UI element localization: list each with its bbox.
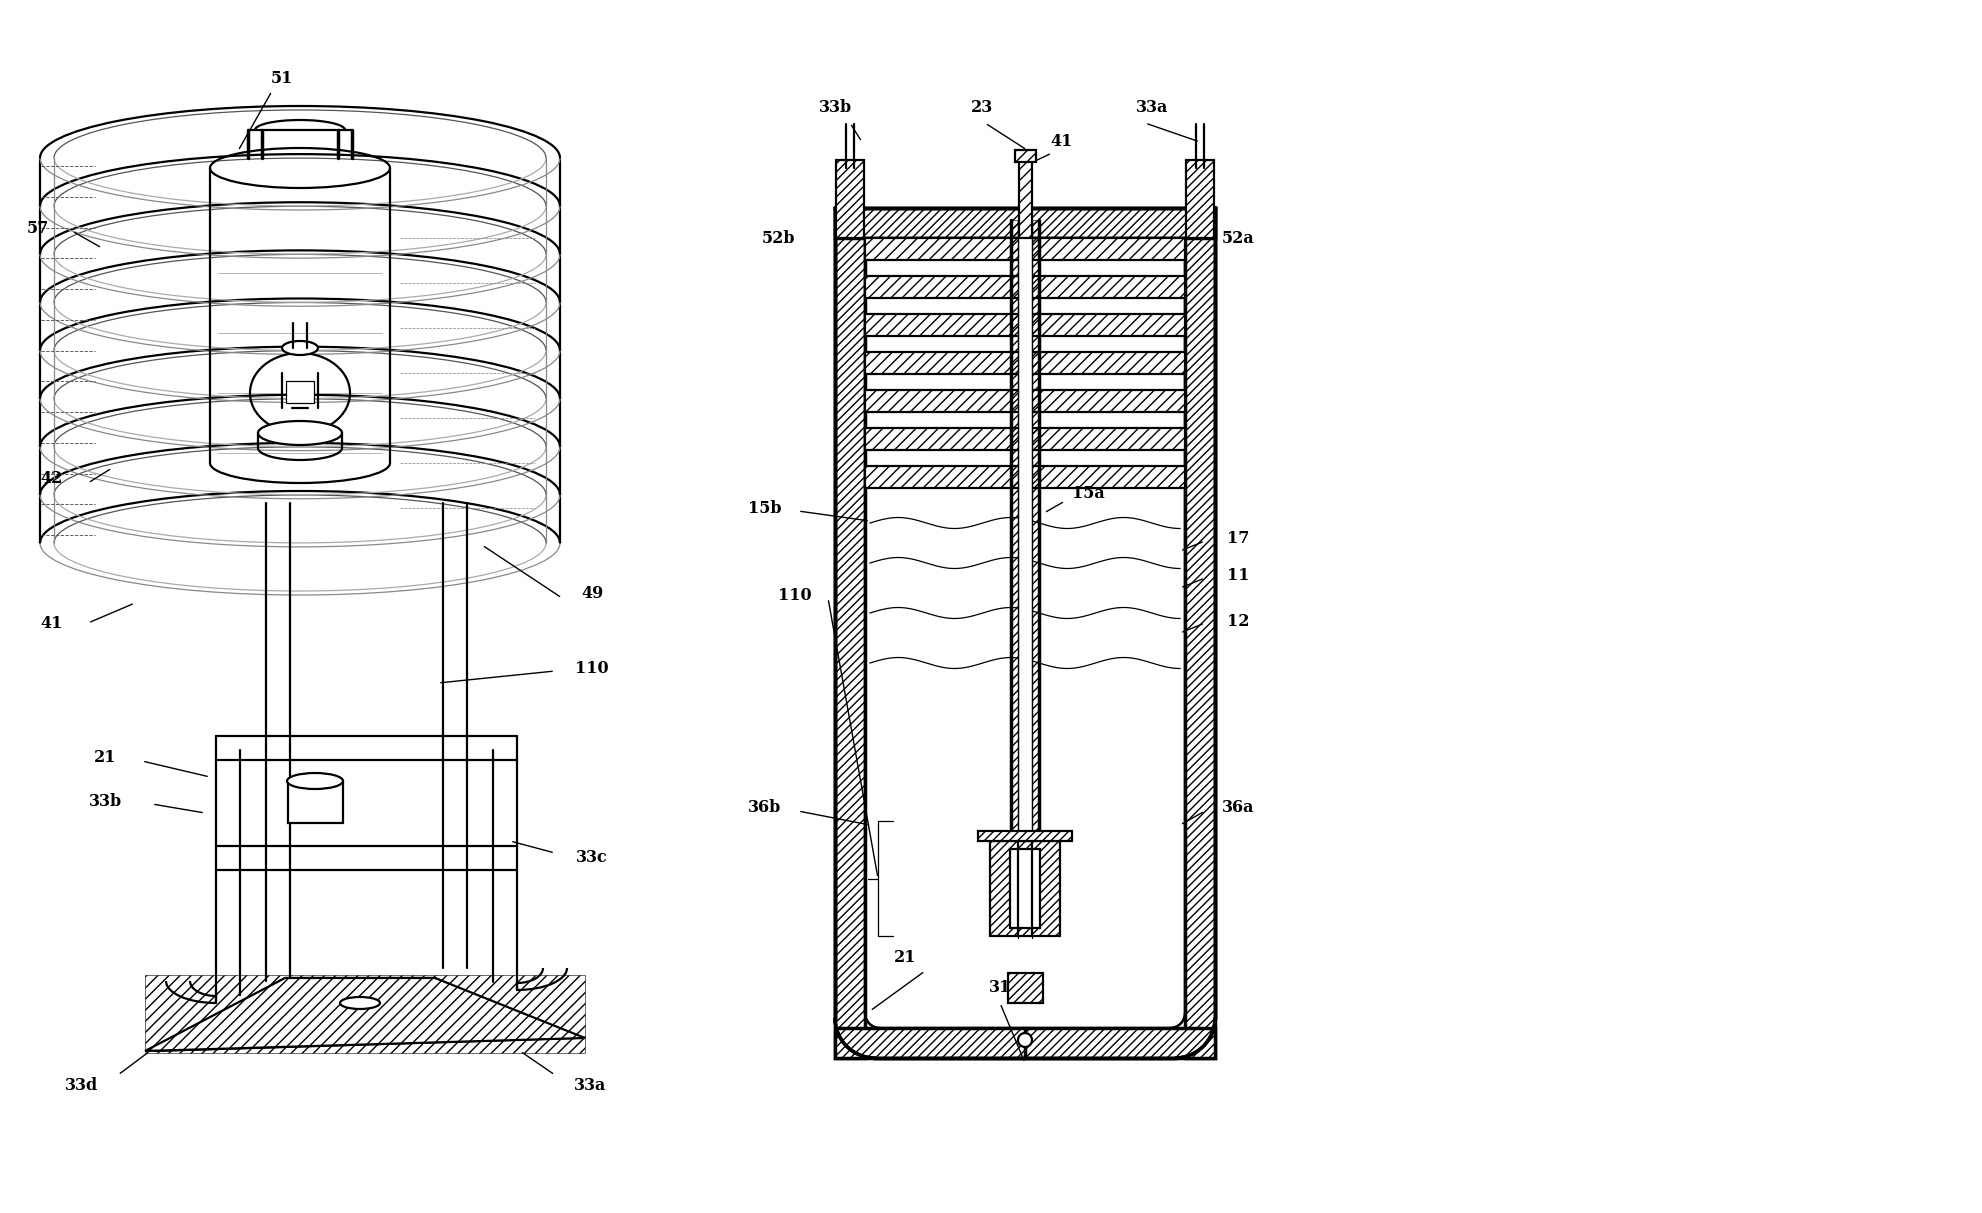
Bar — [989, 841, 1060, 936]
Bar — [1009, 849, 1039, 928]
Text: 33c: 33c — [577, 849, 608, 866]
Bar — [1031, 220, 1039, 848]
Bar — [864, 238, 1185, 260]
Bar — [285, 381, 313, 403]
Bar — [1019, 152, 1031, 238]
Bar — [834, 207, 864, 1058]
Bar — [834, 1027, 1215, 1058]
Text: 41: 41 — [42, 615, 63, 632]
Bar — [864, 466, 1185, 488]
Text: 36b: 36b — [747, 799, 781, 816]
Text: 36a: 36a — [1221, 799, 1255, 816]
Ellipse shape — [281, 341, 317, 355]
Text: 110: 110 — [575, 660, 608, 677]
Bar — [145, 975, 585, 1053]
Bar — [864, 277, 1185, 298]
Bar — [1007, 973, 1043, 1003]
Polygon shape — [145, 978, 585, 1050]
Ellipse shape — [1017, 1033, 1031, 1047]
Text: 23: 23 — [971, 99, 993, 116]
Text: 21: 21 — [894, 950, 916, 967]
Text: 49: 49 — [581, 585, 603, 602]
Bar — [864, 238, 1185, 260]
Text: 33a: 33a — [573, 1076, 606, 1093]
Bar — [864, 352, 1185, 374]
Text: 15a: 15a — [1070, 484, 1104, 501]
Text: 31: 31 — [989, 980, 1011, 997]
Text: 33b: 33b — [89, 792, 121, 809]
Text: 52a: 52a — [1221, 229, 1255, 246]
Text: 41: 41 — [1050, 132, 1072, 149]
Text: 17: 17 — [1227, 530, 1249, 547]
Bar — [864, 391, 1185, 412]
Bar — [864, 314, 1185, 336]
Text: 33a: 33a — [1136, 99, 1167, 116]
Bar — [1015, 150, 1035, 163]
Ellipse shape — [287, 773, 343, 788]
Bar — [1015, 150, 1035, 163]
Bar — [864, 428, 1185, 450]
Text: 15b: 15b — [747, 500, 781, 517]
Text: 21: 21 — [93, 750, 117, 767]
Text: 110: 110 — [777, 587, 811, 604]
Bar — [834, 1027, 1215, 1058]
Text: 51: 51 — [272, 69, 293, 86]
Text: 33d: 33d — [65, 1076, 99, 1093]
Ellipse shape — [339, 997, 381, 1009]
Text: 57: 57 — [28, 220, 50, 237]
Bar — [1011, 220, 1017, 848]
Text: 33b: 33b — [819, 99, 850, 116]
Bar — [834, 207, 1215, 238]
Bar — [977, 831, 1072, 841]
Text: 52b: 52b — [761, 229, 795, 246]
Bar — [864, 466, 1185, 488]
Bar — [864, 277, 1185, 298]
Bar — [1007, 973, 1043, 1003]
Text: 12: 12 — [1227, 613, 1249, 630]
Bar — [989, 841, 1060, 936]
Bar — [977, 831, 1072, 841]
Bar — [836, 160, 864, 238]
Bar — [864, 391, 1185, 412]
Bar — [836, 160, 864, 238]
Bar — [1185, 207, 1215, 1058]
Text: 42: 42 — [42, 469, 63, 486]
Bar — [834, 207, 1215, 238]
Bar — [1019, 152, 1031, 238]
Bar — [1185, 160, 1213, 238]
Bar — [287, 781, 343, 822]
Text: 11: 11 — [1227, 566, 1249, 583]
Ellipse shape — [258, 421, 341, 445]
Bar — [864, 314, 1185, 336]
Bar — [1185, 160, 1213, 238]
Bar — [834, 207, 864, 1058]
Bar — [864, 352, 1185, 374]
Bar — [1185, 207, 1215, 1058]
Bar — [864, 428, 1185, 450]
Bar — [1017, 220, 1031, 848]
